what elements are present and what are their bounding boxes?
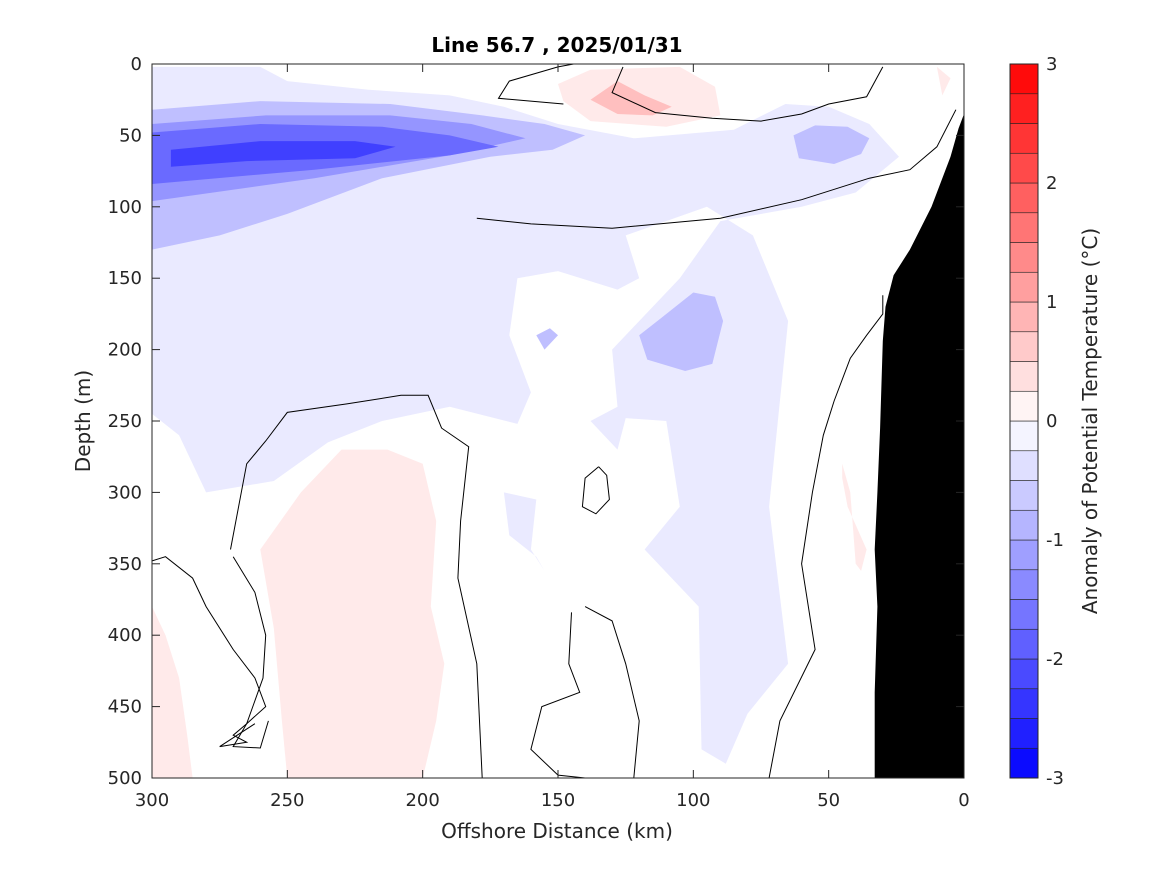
zero-contour-1 xyxy=(611,66,884,122)
x-tick-label: 300 xyxy=(135,790,169,811)
x-axis: 300 250 200 150 100 50 0 xyxy=(135,64,970,811)
colorbar-segment xyxy=(1009,450,1039,481)
anomaly-region-warm-1 xyxy=(590,81,672,116)
colorbar-segment xyxy=(1009,718,1039,749)
colorbar-segment xyxy=(1009,628,1039,660)
colorbar-segment xyxy=(1009,123,1039,154)
anomaly-region-warm-6 xyxy=(842,463,867,571)
anomaly-region-pool-4 xyxy=(793,125,870,164)
x-tick-label: 100 xyxy=(676,790,710,811)
land-mask-polygon xyxy=(874,114,964,778)
y-axis-label: Depth (m) xyxy=(71,370,95,472)
colorbar-frame xyxy=(1009,63,1039,779)
x-tick-label: 50 xyxy=(817,790,840,811)
y-tick-label: 150 xyxy=(108,268,142,289)
x-tick-label: 250 xyxy=(270,790,304,811)
anomaly-region-pool-5 xyxy=(639,292,724,371)
anomaly-region-shelf-1 xyxy=(152,66,899,764)
colorbar-tick-label: -1 xyxy=(1046,530,1064,551)
zero-contour-10 xyxy=(476,109,957,229)
colorbar-segment xyxy=(1009,539,1039,571)
y-axis: 0 50 100 150 200 250 300 350 400 450 500 xyxy=(108,54,964,789)
y-tick-label: 0 xyxy=(131,54,142,75)
y-tick-label: 300 xyxy=(108,482,142,503)
zero-contours xyxy=(152,64,957,778)
colorbar-segment xyxy=(1009,182,1039,214)
x-tick-label: 200 xyxy=(405,790,439,811)
colorbar-segment xyxy=(1009,271,1039,303)
anomaly-region-warm-5 xyxy=(152,606,193,778)
colorbar-segment xyxy=(1009,212,1039,243)
y-tick-label: 50 xyxy=(119,125,142,146)
colorbar: 3 2 1 0 -1 -2 -3 xyxy=(1009,54,1064,789)
land-mask xyxy=(874,114,964,778)
colorbar-segment xyxy=(1009,390,1039,422)
colorbar-label: Anomaly of Potential Temperature (°C) xyxy=(1078,228,1102,614)
y-tick-label: 200 xyxy=(108,340,142,361)
colorbar-tick-label: -3 xyxy=(1046,768,1064,789)
zero-contour-6 xyxy=(584,606,640,778)
y-tick-label: 450 xyxy=(108,697,142,718)
colorbar-segment xyxy=(1009,658,1039,690)
colorbar-segment xyxy=(1009,599,1039,630)
x-tick-label: 0 xyxy=(958,790,969,811)
colorbar-segment xyxy=(1009,480,1039,511)
colorbar-segment xyxy=(1009,242,1039,273)
colorbar-segment xyxy=(1009,63,1039,95)
y-tick-label: 250 xyxy=(108,411,142,432)
anomaly-region-shelf-2 xyxy=(503,492,545,571)
colorbar-segment xyxy=(1009,93,1039,124)
zero-contour-3 xyxy=(152,556,267,748)
colorbar-tick-label: 3 xyxy=(1046,54,1057,75)
colorbar-tick-label: 1 xyxy=(1046,292,1057,313)
colorbar-segment xyxy=(1009,361,1039,392)
colorbar-segment xyxy=(1009,331,1039,362)
colorbar-segment xyxy=(1009,509,1039,541)
x-tick-label: 150 xyxy=(541,790,575,811)
zero-contour-8 xyxy=(581,466,610,515)
anomaly-region-warm-3 xyxy=(936,66,951,96)
colorbar-segment xyxy=(1009,301,1039,333)
colorbar-segment xyxy=(1009,688,1039,719)
zero-contour-4 xyxy=(230,394,483,778)
colorbar-segment xyxy=(1009,747,1039,779)
chart-title: Line 56.7 , 2025/01/31 xyxy=(431,33,682,57)
zero-contour-5 xyxy=(232,556,269,749)
colorbar-segment xyxy=(1009,569,1039,600)
colorbar-segment xyxy=(1009,152,1039,184)
y-tick-label: 500 xyxy=(108,768,142,789)
zero-contour-9 xyxy=(768,295,884,778)
y-tick-label: 400 xyxy=(108,625,142,646)
anomaly-region-cold-core xyxy=(170,141,396,167)
colorbar-segment xyxy=(1009,420,1039,452)
colorbar-tick-label: 2 xyxy=(1046,173,1057,194)
temperature-field xyxy=(152,66,951,778)
zero-contour-2 xyxy=(497,64,577,105)
y-tick-label: 100 xyxy=(108,197,142,218)
x-axis-label: Offshore Distance (km) xyxy=(441,819,673,843)
anomaly-region-warm-4 xyxy=(260,449,445,778)
anomaly-region-pool-6 xyxy=(536,328,558,350)
y-tick-label: 350 xyxy=(108,554,142,575)
colorbar-tick-label: 0 xyxy=(1046,411,1057,432)
colorbar-tick-label: -2 xyxy=(1046,649,1064,670)
